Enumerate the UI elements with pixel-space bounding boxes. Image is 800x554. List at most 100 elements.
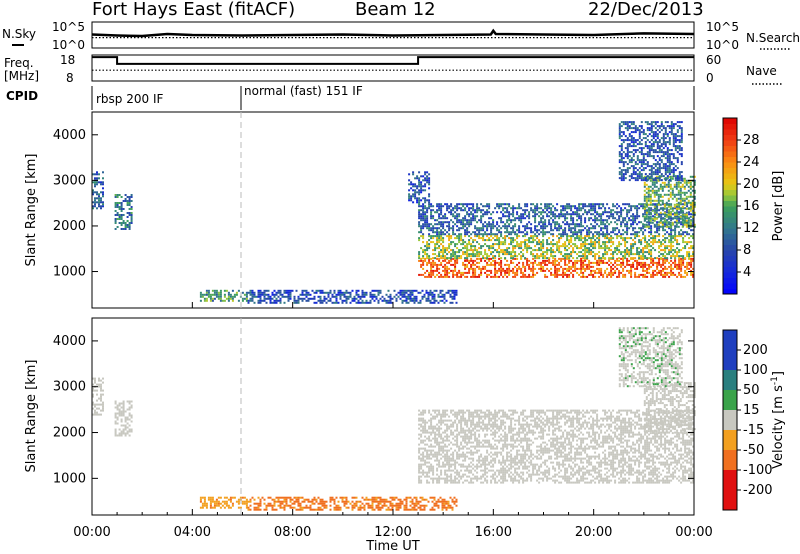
power-cell bbox=[452, 255, 455, 258]
nave-tick-top: 60 bbox=[706, 53, 721, 67]
power-cell bbox=[634, 273, 637, 276]
power-cell bbox=[478, 209, 481, 212]
power-cell bbox=[652, 263, 655, 266]
power-cell bbox=[682, 261, 685, 264]
power-cell bbox=[636, 247, 639, 250]
power-cell bbox=[472, 245, 475, 248]
power-cell bbox=[426, 181, 429, 184]
power-cell bbox=[405, 295, 408, 298]
power-colorbar-segment bbox=[723, 206, 737, 212]
velocity-cell bbox=[96, 383, 98, 386]
power-cell bbox=[662, 139, 665, 142]
power-cell bbox=[616, 233, 619, 236]
power-cell bbox=[647, 207, 650, 210]
power-cell bbox=[317, 289, 320, 292]
power-cell bbox=[455, 291, 458, 294]
power-cell bbox=[640, 239, 643, 242]
power-cell bbox=[594, 261, 597, 264]
velocity-cell bbox=[120, 420, 123, 423]
power-cell bbox=[422, 209, 425, 212]
power-cell bbox=[687, 225, 690, 228]
power-cell bbox=[498, 261, 501, 264]
power-cell bbox=[510, 259, 513, 262]
power-cell bbox=[600, 215, 603, 218]
velocity-cell bbox=[295, 496, 298, 499]
power-cell bbox=[293, 295, 296, 298]
power-cell bbox=[442, 251, 445, 254]
power-cell bbox=[662, 209, 665, 212]
power-cell bbox=[576, 257, 579, 260]
velocity-cell bbox=[221, 500, 224, 503]
power-cell bbox=[690, 273, 693, 276]
power-cell bbox=[674, 217, 677, 220]
power-cell bbox=[207, 293, 210, 296]
power-cell bbox=[624, 153, 627, 156]
power-cell bbox=[606, 235, 609, 238]
velocity-cell bbox=[118, 410, 121, 413]
power-cell bbox=[468, 261, 471, 264]
power-cell bbox=[598, 225, 601, 228]
power-cell bbox=[453, 291, 456, 294]
power-cell bbox=[634, 139, 637, 142]
power-cell bbox=[686, 233, 689, 236]
power-cell bbox=[401, 295, 404, 298]
power-cell bbox=[96, 171, 98, 174]
power-cell bbox=[578, 237, 581, 240]
power-cell bbox=[410, 181, 413, 184]
power-cell bbox=[672, 139, 675, 142]
power-cell bbox=[568, 259, 571, 262]
power-cell bbox=[643, 195, 646, 198]
power-cell bbox=[96, 191, 98, 194]
power-cell bbox=[640, 249, 643, 252]
power-cell bbox=[518, 245, 521, 248]
power-cell bbox=[672, 135, 675, 138]
power-cell bbox=[652, 171, 655, 174]
power-cell bbox=[345, 301, 348, 304]
power-cell bbox=[484, 205, 487, 208]
power-cell bbox=[670, 129, 673, 132]
power-cell bbox=[540, 247, 543, 250]
velocity-cell bbox=[217, 500, 220, 503]
power-cell bbox=[674, 145, 677, 148]
velocity-cell bbox=[273, 502, 276, 505]
power-cell bbox=[343, 291, 346, 294]
velocity-cell bbox=[120, 412, 123, 415]
power-cell bbox=[648, 209, 651, 212]
power-cell bbox=[440, 275, 443, 278]
power-cell bbox=[568, 213, 571, 216]
power-cell bbox=[94, 173, 96, 176]
power-cell bbox=[608, 247, 611, 250]
power-cell bbox=[476, 211, 479, 214]
power-cell bbox=[476, 261, 479, 264]
power-cell bbox=[438, 257, 441, 260]
cpid-mode-rbsp: rbsp 200 IF bbox=[96, 92, 163, 106]
power-cell bbox=[209, 293, 212, 296]
power-cell bbox=[544, 219, 547, 222]
power-cell bbox=[618, 125, 621, 128]
power-cell bbox=[315, 289, 318, 292]
power-cell bbox=[645, 215, 648, 218]
power-cell bbox=[365, 299, 368, 302]
power-cell bbox=[558, 217, 561, 220]
power-cell bbox=[373, 289, 376, 292]
power-cell bbox=[638, 215, 641, 218]
power-cell bbox=[689, 223, 692, 226]
power-cell bbox=[648, 155, 651, 158]
power-cell bbox=[524, 239, 527, 242]
power-cell bbox=[453, 293, 456, 296]
power-cell bbox=[634, 131, 637, 134]
power-cell bbox=[658, 131, 661, 134]
power-cell bbox=[678, 205, 681, 208]
velocity-cell bbox=[297, 502, 300, 505]
velocity-cell bbox=[305, 498, 308, 501]
power-cell bbox=[652, 141, 655, 144]
power-cell bbox=[643, 203, 646, 206]
power-cell bbox=[530, 267, 533, 270]
power-cell bbox=[678, 263, 681, 266]
power-cell bbox=[480, 221, 483, 224]
power-cell bbox=[681, 205, 684, 208]
power-cell bbox=[528, 241, 531, 244]
power-cell bbox=[646, 221, 649, 224]
power-cell bbox=[413, 295, 416, 298]
power-cell bbox=[602, 231, 605, 234]
